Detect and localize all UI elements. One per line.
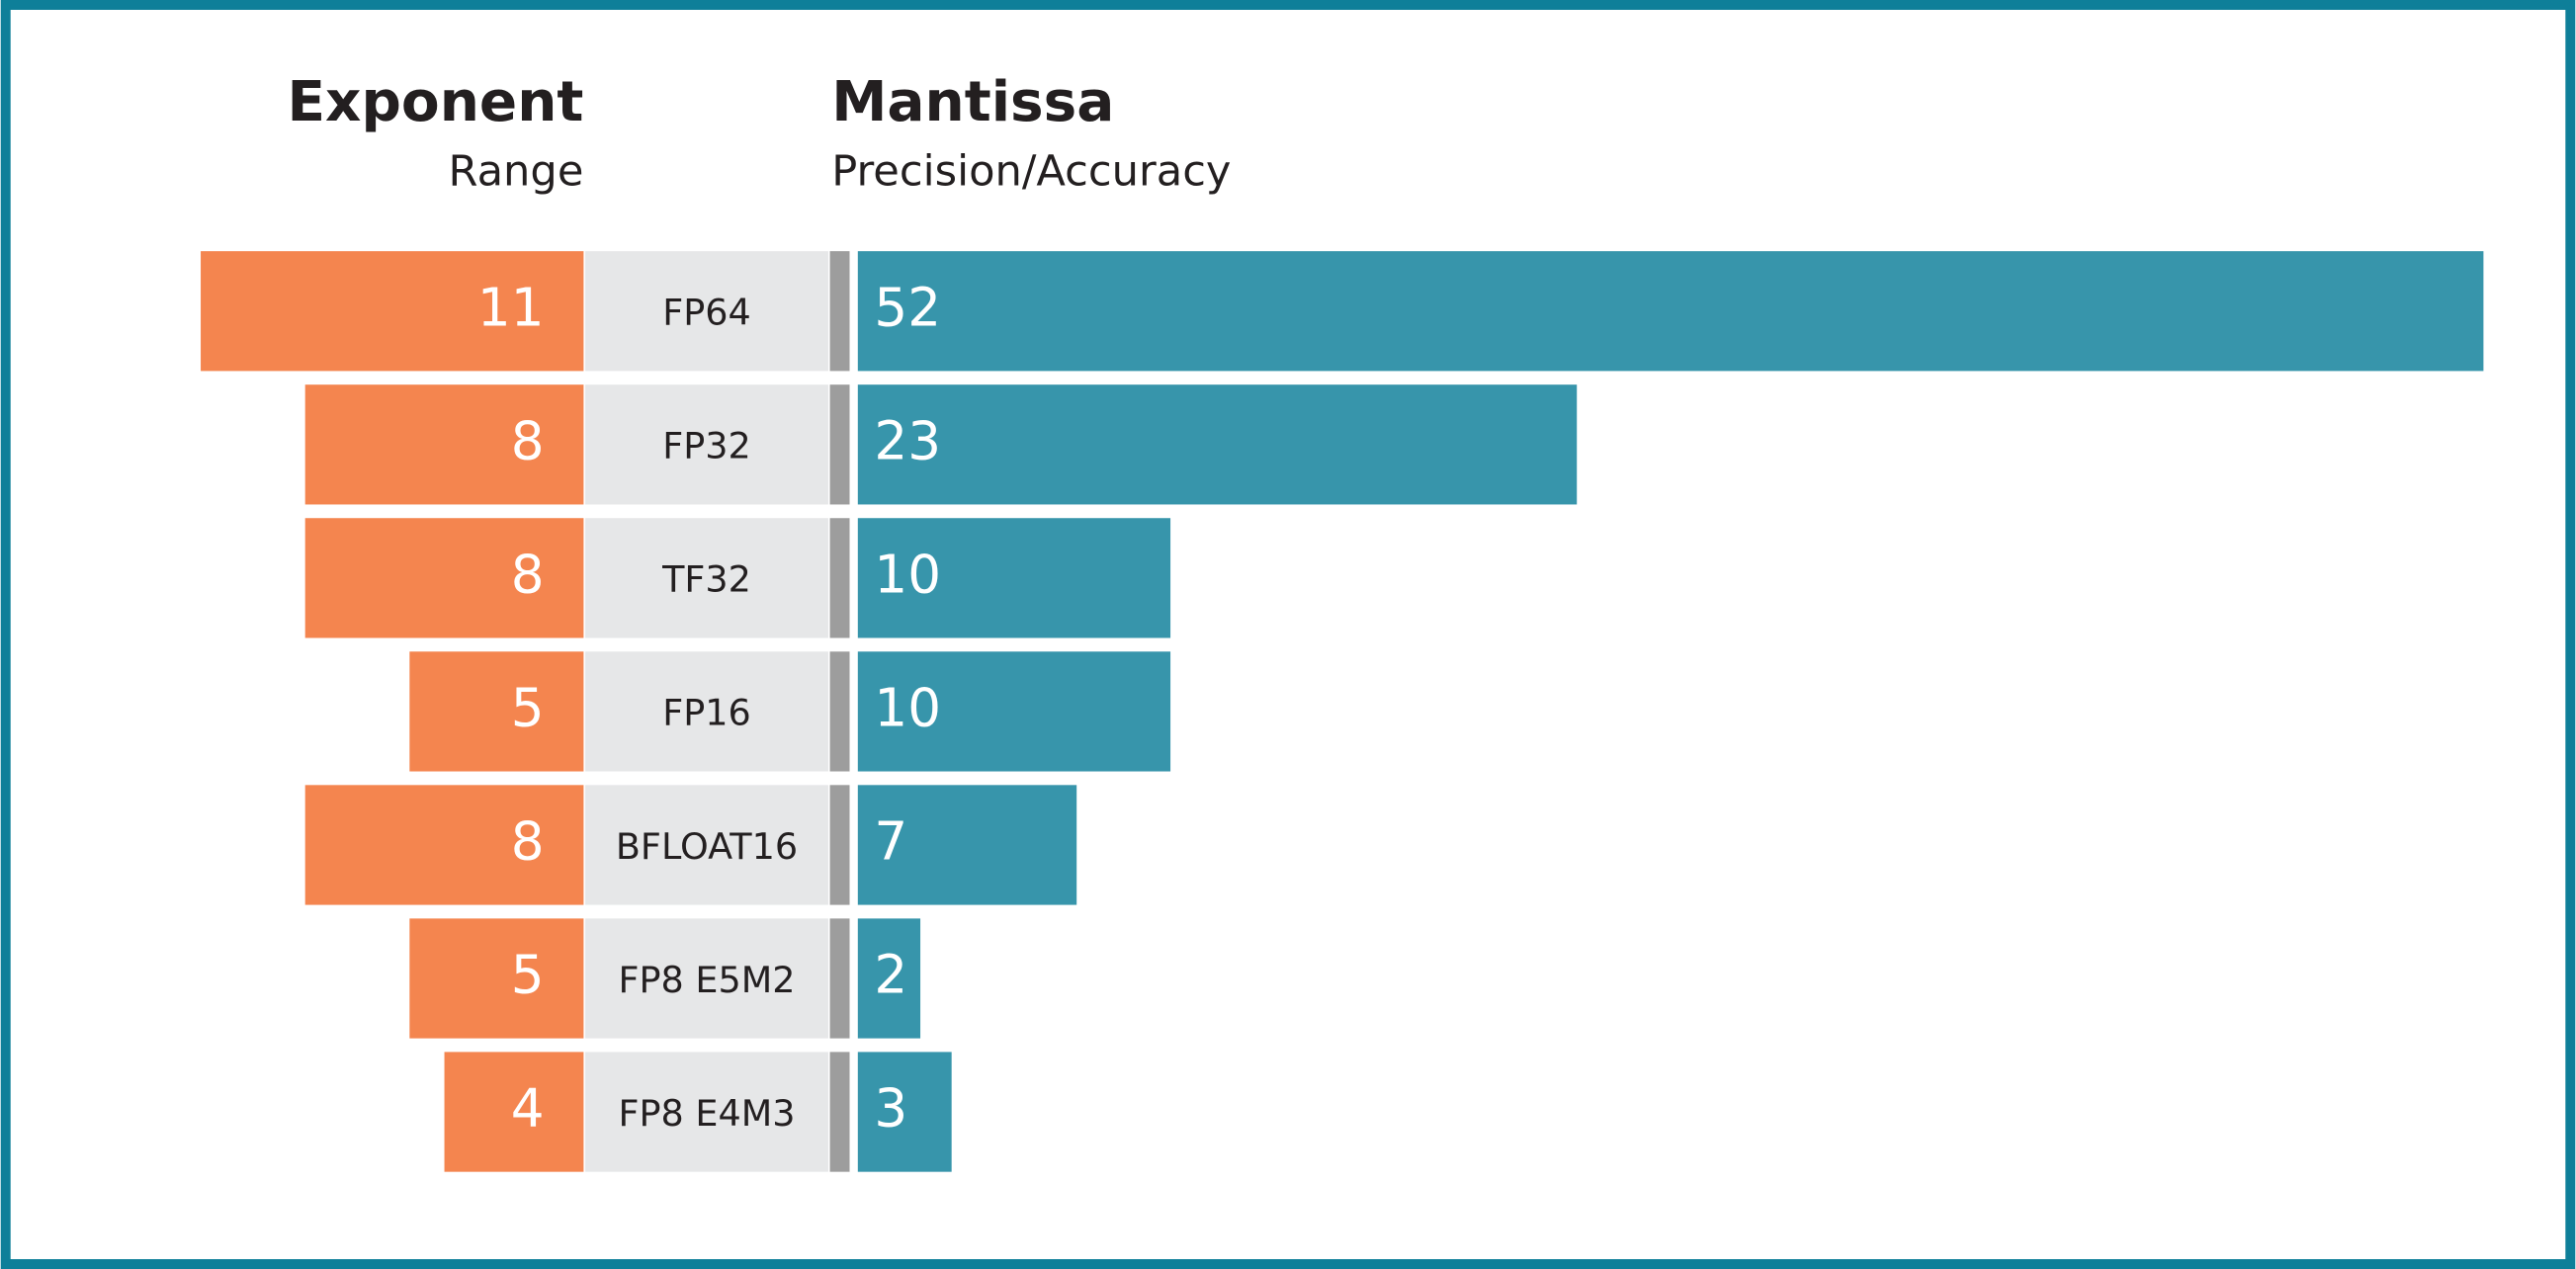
separator	[829, 251, 850, 372]
label-cell	[585, 1052, 828, 1172]
mantissa-value: 23	[874, 410, 941, 471]
exponent-value: 8	[511, 410, 545, 471]
separator	[829, 518, 850, 638]
separator	[829, 651, 850, 772]
mantissa-value: 7	[874, 811, 907, 873]
exponent-value: 8	[511, 811, 545, 873]
separator	[829, 384, 850, 505]
label-cell	[585, 518, 828, 638]
exponent-value: 11	[477, 277, 545, 338]
separator	[829, 1052, 850, 1172]
mantissa-bar	[857, 918, 921, 1039]
category-label: FP8 E4M3	[618, 1092, 795, 1135]
exponent-value: 5	[511, 945, 545, 1006]
separator	[829, 785, 850, 905]
mantissa-value: 10	[874, 678, 941, 739]
right-subheading: Precision/Accuracy	[831, 147, 1231, 197]
exponent-bar	[304, 384, 584, 505]
label-cell	[585, 251, 828, 372]
category-label: FP8 E5M2	[618, 959, 795, 1001]
category-label: FP16	[662, 692, 751, 734]
separator	[829, 918, 850, 1039]
mantissa-value: 2	[874, 945, 907, 1006]
label-cell	[585, 651, 828, 772]
exponent-bar	[304, 518, 584, 638]
mantissa-bar	[857, 518, 1171, 638]
exponent-bar	[409, 651, 584, 772]
exponent-bar	[409, 918, 584, 1039]
exponent-bar	[444, 1052, 584, 1172]
mantissa-value: 52	[874, 277, 941, 338]
mantissa-value: 3	[874, 1078, 907, 1140]
exponent-value: 5	[511, 678, 545, 739]
label-cell	[585, 384, 828, 505]
category-label: FP64	[662, 292, 751, 334]
exponent-value: 8	[511, 545, 545, 606]
label-cell	[585, 918, 828, 1039]
mantissa-bar	[857, 251, 2484, 372]
label-cell	[585, 785, 828, 905]
mantissa-bar	[857, 384, 1578, 505]
category-label: FP32	[662, 425, 751, 467]
left-subheading: Range	[449, 147, 584, 197]
exponent-bar	[304, 785, 584, 905]
exponent-value: 4	[511, 1078, 545, 1140]
mantissa-bar	[857, 1052, 952, 1172]
right-heading: Mantissa	[831, 70, 1114, 134]
mantissa-bar	[857, 651, 1171, 772]
left-heading: Exponent	[287, 70, 583, 134]
exponent-bar	[201, 251, 584, 372]
category-label: BFLOAT16	[616, 825, 798, 868]
mantissa-bar	[857, 785, 1077, 905]
category-label: TF32	[661, 558, 751, 601]
mantissa-value: 10	[874, 545, 941, 606]
